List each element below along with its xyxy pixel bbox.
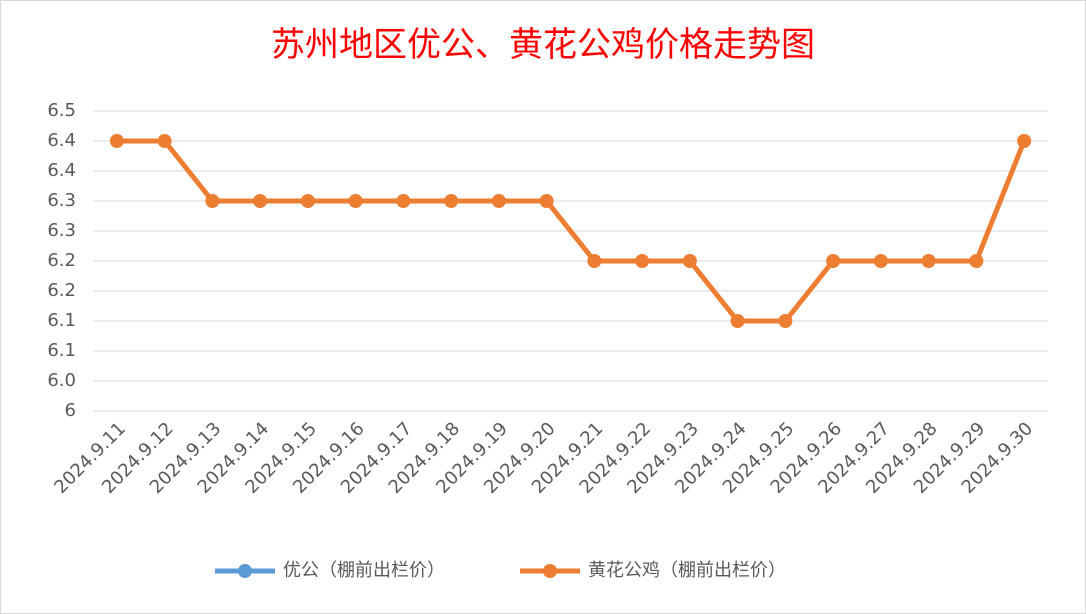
data-point — [109, 134, 124, 148]
chart-title: 苏州地区优公、黄花公鸡价格走势图 — [271, 25, 815, 65]
legend-label: 优公（棚前出栏价） — [283, 560, 445, 581]
data-point — [587, 254, 602, 268]
y-tick-label: 6.2 — [47, 250, 76, 271]
legend-label: 黄花公鸡（棚前出栏价） — [588, 560, 786, 581]
y-tick-label: 6.1 — [47, 340, 76, 361]
data-point — [444, 194, 459, 208]
data-point — [778, 314, 793, 328]
data-point — [682, 254, 697, 268]
data-point — [1017, 134, 1032, 148]
y-tick-label: 6 — [65, 400, 76, 421]
data-point — [969, 254, 984, 268]
data-point — [396, 194, 411, 208]
y-tick-label: 6.1 — [47, 310, 76, 331]
y-tick-label: 6.2 — [47, 280, 76, 301]
data-point — [205, 194, 220, 208]
y-tick-label: 6.4 — [47, 130, 76, 151]
y-tick-label: 6.4 — [47, 160, 76, 181]
data-point — [348, 194, 363, 208]
data-point — [873, 254, 888, 268]
data-point — [730, 314, 745, 328]
y-tick-label: 6.3 — [47, 220, 76, 241]
data-point — [300, 194, 315, 208]
y-tick-label: 6.3 — [47, 190, 76, 211]
legend-marker — [238, 564, 252, 578]
legend-marker — [543, 564, 557, 578]
data-point — [539, 194, 554, 208]
data-point — [253, 194, 268, 208]
data-point — [921, 254, 936, 268]
data-point — [826, 254, 841, 268]
data-point — [635, 254, 650, 268]
series-line — [116, 138, 1027, 324]
data-point — [157, 134, 172, 148]
data-point — [491, 194, 506, 208]
y-tick-label: 6.0 — [47, 370, 76, 391]
y-tick-label: 6.5 — [47, 100, 76, 121]
